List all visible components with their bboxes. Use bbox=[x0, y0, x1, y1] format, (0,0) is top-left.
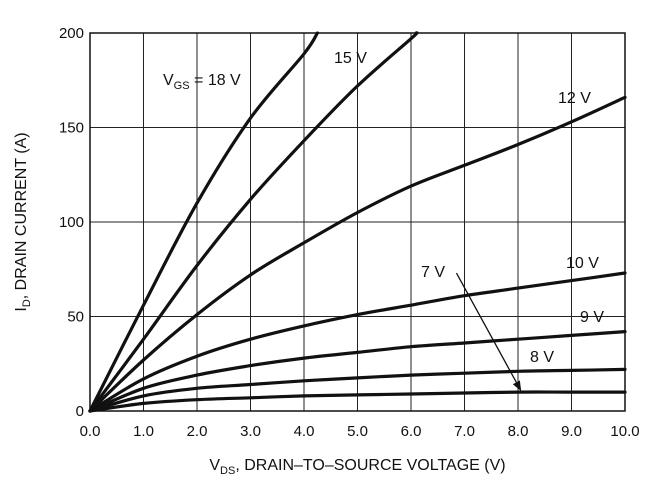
x-tick-label: 6.0 bbox=[401, 423, 422, 440]
x-tick-label: 8.0 bbox=[508, 423, 529, 440]
y-tick-label: 50 bbox=[67, 309, 84, 326]
series-label-9-v: 9 V bbox=[580, 309, 604, 326]
y-tick-label: 0 bbox=[76, 403, 84, 420]
x-tick-labels: 0.0 1.0 2.0 3.0 4.0 5.0 6.0 7.0 8.0 9.0 10.0 bbox=[80, 423, 640, 440]
plot-frame bbox=[89, 32, 626, 412]
x-tick-label: 10.0 bbox=[610, 423, 639, 440]
series-line-v-gs-18-v bbox=[88, 31, 319, 413]
series-line-15-v bbox=[88, 31, 419, 413]
x-tick-label: 1.0 bbox=[133, 423, 154, 440]
x-tick-label: 7.0 bbox=[454, 423, 475, 440]
series-label-10-v: 10 V bbox=[566, 255, 599, 272]
annotation-arrow bbox=[455, 272, 522, 392]
x-tick-label: 9.0 bbox=[561, 423, 582, 440]
x-tick-label: 4.0 bbox=[294, 423, 315, 440]
series-label-7-v: 7 V bbox=[421, 264, 445, 281]
series-label-v-gs-18-v: VGS = 18 V bbox=[163, 72, 241, 92]
y-tick-label: 100 bbox=[59, 214, 84, 231]
series-line-8-v bbox=[88, 367, 627, 413]
series-labels: VGS = 18 V 15 V 12 V 10 V 9 V 8 V 7 V bbox=[163, 50, 604, 366]
series-curves bbox=[88, 31, 627, 413]
series-label-12-v: 12 V bbox=[558, 90, 591, 107]
series-label-8-v: 8 V bbox=[530, 349, 554, 366]
y-tick-label: 200 bbox=[59, 25, 84, 42]
x-axis-label: VDS, DRAIN–TO–SOURCE VOLTAGE (V) bbox=[209, 457, 505, 477]
series-line-12-v bbox=[88, 95, 627, 413]
series-line-9-v bbox=[88, 330, 627, 413]
x-tick-label: 3.0 bbox=[240, 423, 261, 440]
series-line-10-v bbox=[88, 271, 627, 413]
x-tick-label: 0.0 bbox=[80, 423, 101, 440]
x-tick-label: 2.0 bbox=[187, 423, 208, 440]
y-tick-label: 150 bbox=[59, 120, 84, 137]
series-label-15-v: 15 V bbox=[334, 50, 367, 67]
y-axis-label: ID, DRAIN CURRENT (A) bbox=[13, 132, 33, 311]
x-tick-label: 5.0 bbox=[347, 423, 368, 440]
y-tick-labels: 0 50 100 150 200 bbox=[59, 25, 84, 420]
series-line-7-v bbox=[88, 390, 627, 413]
